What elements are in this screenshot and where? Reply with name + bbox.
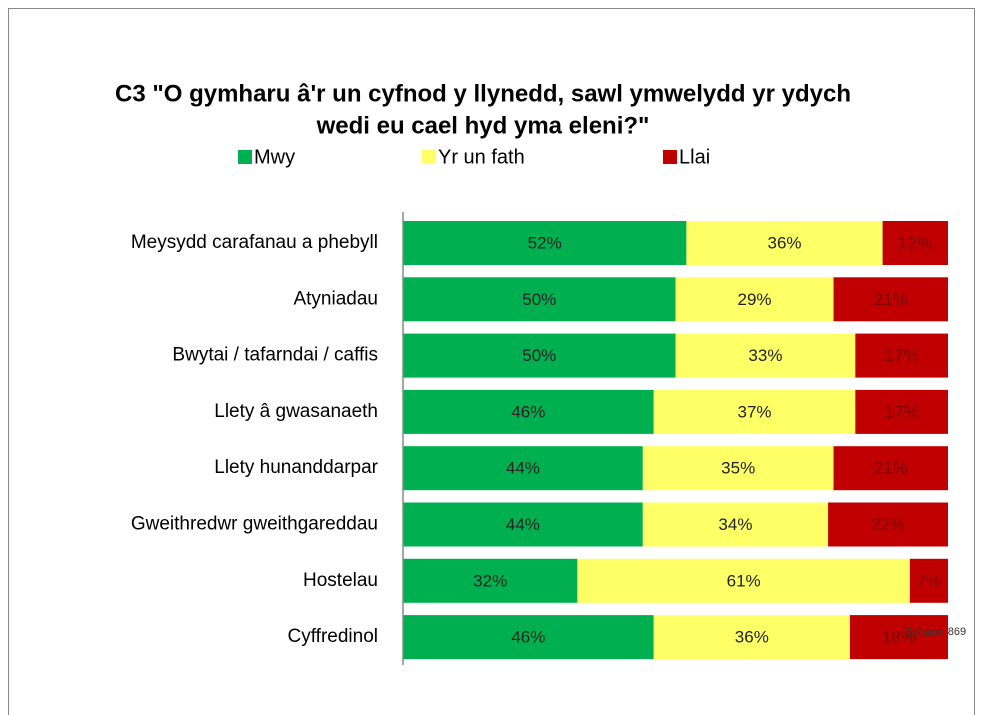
value-label: 12% — [898, 233, 932, 252]
value-label: 44% — [506, 459, 540, 478]
chart-title: C3 "O gymharu â'r un cyfnod y llynedd, s… — [115, 80, 851, 107]
bar-segment — [403, 615, 654, 660]
legend-label: Mwy — [254, 146, 295, 168]
bar-segment — [675, 277, 834, 322]
bar-segment — [577, 558, 910, 603]
value-label: 7% — [917, 571, 942, 590]
legend-swatch — [663, 150, 677, 164]
value-label: 17% — [885, 402, 919, 421]
bar-segment — [403, 502, 643, 547]
value-label: 50% — [522, 346, 556, 365]
value-label: 22% — [871, 515, 905, 534]
value-label: 37% — [738, 402, 772, 421]
bar-segment — [833, 446, 948, 491]
bar-segment — [882, 221, 948, 265]
bar-segment — [855, 333, 948, 378]
value-label: 21% — [874, 459, 908, 478]
category-label: Llety â gwasanaeth — [214, 401, 378, 422]
value-label: 44% — [506, 515, 540, 534]
bar-segment — [403, 446, 643, 491]
bar-segment — [849, 615, 948, 660]
bar-segment — [403, 333, 676, 378]
value-label: 29% — [738, 290, 772, 309]
bar-segment — [855, 389, 948, 434]
category-label: Llety hunanddarpar — [214, 457, 378, 478]
bar-segment — [833, 277, 948, 322]
value-label: 50% — [522, 290, 556, 309]
category-label: Cyffredinol — [288, 626, 378, 647]
annotation: Sylfaen: 869 — [905, 626, 966, 638]
bar-segment — [686, 221, 883, 265]
value-label: 32% — [473, 571, 507, 590]
value-label: 17% — [885, 346, 919, 365]
legend-swatch — [238, 150, 252, 164]
value-label: 21% — [874, 290, 908, 309]
bar-segment — [403, 558, 578, 603]
legend-label: Yr un fath — [438, 146, 525, 168]
category-label: Hostelau — [303, 570, 378, 591]
legend-swatch — [422, 150, 436, 164]
bar-segment — [909, 558, 948, 603]
bar-segment — [403, 277, 676, 322]
bar-segment — [653, 389, 856, 434]
value-label: 34% — [718, 515, 752, 534]
category-label: Meysydd carafanau a phebyll — [131, 232, 378, 253]
bar-segment — [675, 333, 856, 378]
value-label: 33% — [748, 346, 782, 365]
value-label: 18% — [882, 628, 916, 647]
legend-label: Llai — [679, 146, 710, 168]
value-label: 35% — [721, 459, 755, 478]
category-label: Bwytai / tafarndai / caffis — [172, 345, 378, 366]
value-label: 46% — [511, 402, 545, 421]
value-label: 36% — [735, 628, 769, 647]
bar-segment — [642, 502, 829, 547]
value-label: 46% — [511, 628, 545, 647]
bar-segment — [403, 221, 687, 265]
category-label: Gweithredwr gweithgareddau — [131, 514, 378, 535]
value-label: 61% — [727, 571, 761, 590]
chart-title: wedi eu cael hyd yma eleni?" — [316, 112, 650, 139]
bar-segment — [403, 389, 654, 434]
bar-segment — [642, 446, 834, 491]
category-label: Atyniadau — [293, 288, 378, 309]
value-label: 36% — [767, 233, 801, 252]
bar-segment — [828, 502, 948, 547]
bar-segment — [653, 615, 850, 660]
value-label: 52% — [528, 233, 562, 252]
